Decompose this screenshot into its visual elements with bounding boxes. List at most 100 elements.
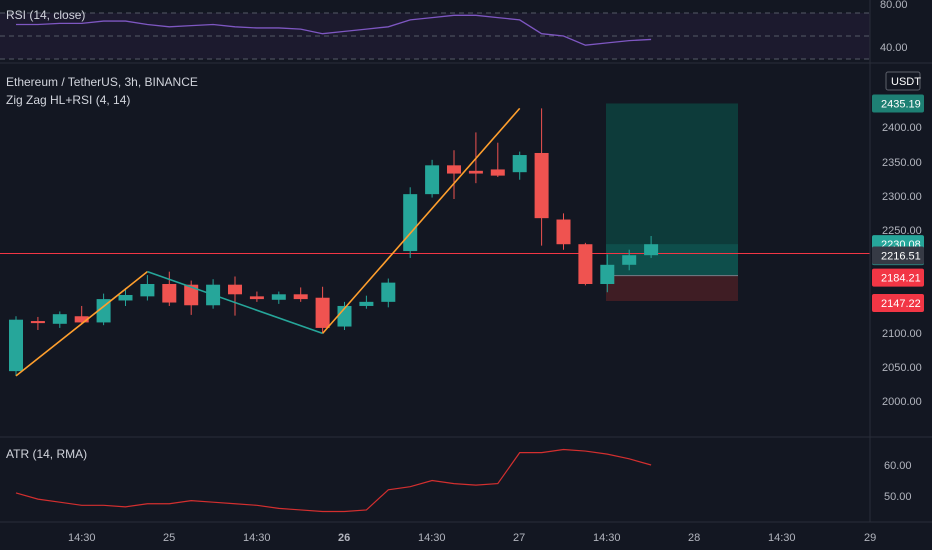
price-tick-2300: 2300.00 — [882, 191, 922, 203]
rsi-tick-80: 80.00 — [880, 0, 908, 11]
symbol-title: Ethereum / TetherUS, 3h, BINANCE — [6, 75, 198, 89]
candle-body — [9, 319, 23, 372]
candle-body — [468, 170, 483, 174]
candle-body — [337, 305, 352, 327]
candle[interactable] — [118, 288, 133, 306]
price-tick-2350: 2350.00 — [882, 157, 922, 169]
rsi-line — [16, 14, 652, 46]
candle-body — [600, 264, 615, 285]
candle-body — [96, 299, 111, 323]
candle-body — [293, 294, 308, 300]
candle[interactable] — [381, 278, 396, 308]
candle-body — [490, 169, 505, 176]
price-tick-2050: 2050.00 — [882, 362, 922, 374]
target-price-tag-text: 2435.19 — [881, 98, 921, 110]
stop-price-tag-text: 2147.22 — [881, 298, 921, 310]
stop-price-tag-bg — [872, 294, 924, 313]
zigzag-up-leg-2 — [321, 107, 521, 334]
candle-body — [315, 297, 330, 328]
stop-price-tag: 2147.22 — [872, 294, 924, 313]
rsi-title: RSI (14, close) — [6, 8, 85, 22]
candle-body — [184, 284, 199, 306]
candle[interactable] — [359, 295, 374, 309]
zigzag-up-leg-1 — [15, 271, 148, 377]
candle[interactable] — [556, 213, 571, 250]
time-label-26: 26 — [338, 532, 350, 544]
entry-price-tag-bg — [872, 268, 924, 287]
candle-body — [556, 219, 571, 245]
candle[interactable] — [512, 151, 527, 180]
candle[interactable] — [600, 254, 615, 293]
candle[interactable] — [403, 187, 418, 258]
candle-body — [162, 284, 177, 303]
time-label-25: 25 — [163, 532, 175, 544]
candle[interactable] — [96, 293, 111, 326]
price-tick-2400: 2400.00 — [882, 122, 922, 134]
hline-price-tag: 2216.51 — [872, 246, 924, 265]
candle-body — [425, 165, 440, 195]
time-label-27: 27 — [513, 532, 525, 544]
zigzag-down-leg — [147, 270, 323, 335]
candle-body — [622, 255, 637, 265]
time-label-28: 28 — [688, 532, 700, 544]
atr-tick-50: 50.00 — [884, 491, 912, 503]
hline-price-tag-bg — [872, 246, 924, 265]
candle[interactable] — [337, 301, 352, 330]
candle[interactable] — [644, 235, 659, 258]
hline-price-tag-text: 2216.51 — [881, 250, 921, 262]
currency-badge[interactable] — [885, 71, 921, 91]
candle[interactable] — [52, 311, 67, 328]
candle[interactable] — [578, 242, 593, 286]
candle[interactable] — [140, 275, 155, 301]
candle-body — [359, 301, 374, 306]
candle[interactable] — [249, 291, 264, 302]
time-label-1430-b: 14:30 — [243, 532, 271, 544]
price-tick-2000: 2000.00 — [882, 396, 922, 408]
candle[interactable] — [162, 271, 177, 306]
atr-line — [15, 448, 652, 513]
candle-body — [74, 316, 89, 323]
entry-price-tag: 2184.21 — [872, 268, 924, 287]
atr-panel: ATR (14, RMA) 60.00 50.00 — [6, 447, 912, 513]
candle[interactable] — [622, 249, 637, 271]
candle[interactable] — [425, 159, 440, 198]
time-label-29: 29 — [864, 532, 876, 544]
stop-zone[interactable] — [606, 275, 738, 302]
candle[interactable] — [30, 316, 45, 330]
main-panel: Ethereum / TetherUS, 3h, BINANCE Zig Zag… — [0, 71, 924, 408]
candle-body — [228, 284, 242, 295]
candle[interactable] — [447, 150, 461, 199]
candle[interactable] — [315, 286, 330, 334]
candle[interactable] — [534, 108, 549, 246]
candle-body — [534, 152, 549, 219]
time-label-1430-d: 14:30 — [593, 532, 621, 544]
time-label-1430-a: 14:30 — [68, 532, 96, 544]
atr-tick-60: 60.00 — [884, 460, 912, 472]
time-label-1430-c: 14:30 — [418, 532, 446, 544]
candle-body — [52, 314, 67, 324]
candle[interactable] — [228, 276, 242, 316]
rsi-tick-40: 40.00 — [880, 42, 908, 54]
candle[interactable] — [293, 287, 308, 302]
candle-body — [578, 244, 593, 285]
candle-body — [403, 194, 418, 252]
candle-body — [271, 294, 286, 300]
candle-body — [512, 155, 527, 173]
candle-body — [381, 282, 396, 302]
price-axis: 2400.00 2350.00 2300.00 2250.00 2100.00 … — [882, 122, 922, 408]
candle-body — [118, 294, 133, 301]
rsi-panel: RSI (14, close) 80.00 40.00 — [0, 0, 908, 60]
candle[interactable] — [9, 316, 23, 376]
candle[interactable] — [74, 305, 89, 324]
target-price-tag-bg — [872, 94, 924, 113]
candle-body — [249, 296, 264, 300]
price-tick-2100: 2100.00 — [882, 328, 922, 340]
time-axis: 14:30 25 14:30 26 14:30 27 14:30 28 14:3… — [68, 532, 876, 544]
candle[interactable] — [490, 142, 505, 177]
candle[interactable] — [271, 291, 286, 304]
time-label-1430-e: 14:30 — [768, 532, 796, 544]
currency-label: USDT — [891, 76, 921, 88]
target-price-tag: 2435.19 — [872, 94, 924, 113]
candle-body — [140, 284, 155, 297]
